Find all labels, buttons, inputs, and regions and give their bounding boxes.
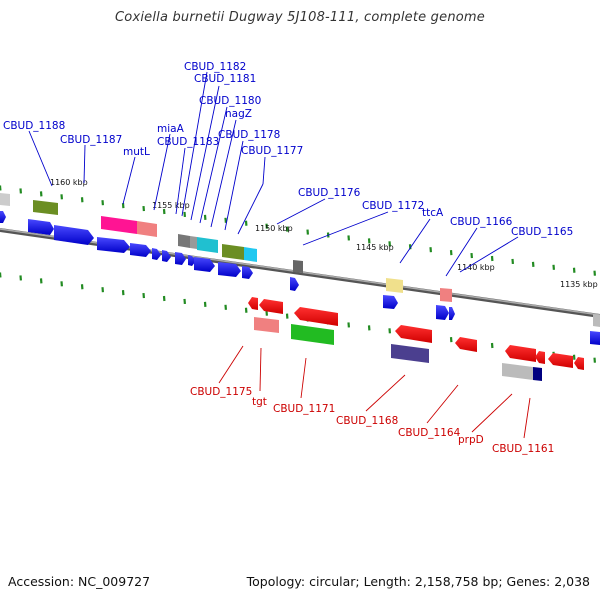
leader-lines-bottom (218, 345, 531, 439)
gene-arrow[interactable] (162, 250, 171, 262)
gene-box[interactable] (197, 237, 218, 253)
gene-arrow[interactable] (455, 337, 477, 352)
gene-box[interactable] (33, 200, 58, 215)
gene-arrow[interactable] (548, 353, 573, 368)
gene-label[interactable]: CBUD_1176 (298, 187, 361, 199)
gene-label[interactable]: ttcA (422, 207, 444, 219)
gene-box[interactable] (254, 317, 279, 333)
gene-arrow[interactable] (449, 307, 455, 320)
gene-label[interactable]: CBUD_1171 (273, 403, 335, 415)
tick-row-upper (0, 185, 596, 276)
gene-label[interactable]: CBUD_1180 (199, 95, 261, 107)
gene-box[interactable] (593, 314, 600, 327)
gene-label[interactable]: CBUD_1168 (336, 415, 398, 427)
gene-label[interactable]: CBUD_1182 (184, 61, 246, 73)
gene-labels-top: CBUD_1188 CBUD_1187 mutL miaA CBUD_1183 … (3, 61, 573, 238)
scale-label: 1155 kbp (152, 201, 190, 210)
gene-box[interactable] (386, 278, 403, 293)
gene-arrow[interactable] (218, 262, 241, 277)
gene-label[interactable]: CBUD_1178 (218, 129, 280, 141)
gene-label[interactable]: miaA (157, 123, 185, 135)
gene-box[interactable] (222, 244, 244, 260)
gene-arrow[interactable] (574, 357, 584, 370)
gene-arrow[interactable] (535, 351, 545, 364)
gene-label[interactable]: CBUD_1183 (157, 136, 219, 148)
gene-arrow[interactable] (294, 307, 338, 326)
gene-label[interactable]: CBUD_1187 (60, 134, 122, 146)
gene-box[interactable] (440, 288, 452, 302)
reverse-strand-genes (248, 297, 584, 381)
gene-box[interactable] (190, 236, 197, 249)
gene-box[interactable] (533, 367, 542, 381)
gene-box[interactable] (291, 324, 334, 345)
gene-label[interactable]: CBUD_1165 (511, 226, 573, 238)
gene-arrow[interactable] (505, 345, 536, 362)
gene-label[interactable]: CBUD_1164 (398, 427, 461, 439)
gene-box[interactable] (137, 221, 157, 237)
scale-label: 1135 kbp (560, 280, 598, 289)
gene-arrow[interactable] (194, 257, 215, 272)
gene-box[interactable] (502, 363, 533, 380)
scale-label: 1160 kbp (50, 178, 88, 187)
gene-arrow[interactable] (248, 297, 258, 310)
gene-label[interactable]: CBUD_1181 (194, 73, 256, 85)
gene-label[interactable]: mutL (123, 146, 150, 158)
scale-labels: 1160 kbp 1155 kbp 1150 kbp 1145 kbp 1140… (50, 178, 598, 289)
gene-box[interactable] (0, 193, 10, 206)
genome-stats-text: Topology: circular; Length: 2,158,758 bp… (246, 574, 590, 589)
gene-label[interactable]: prpD (458, 434, 484, 446)
gene-arrow[interactable] (152, 248, 161, 260)
gene-arrow[interactable] (259, 299, 283, 314)
gene-arrow[interactable] (395, 325, 432, 343)
gene-box[interactable] (391, 344, 429, 363)
gene-box[interactable] (178, 234, 190, 248)
gene-arrow[interactable] (436, 305, 449, 320)
gene-arrow[interactable] (590, 331, 600, 345)
gene-label[interactable]: nagZ (225, 108, 252, 120)
scale-label: 1145 kbp (356, 243, 394, 252)
map-title: Coxiella burnetii Dugway 5J108-111, comp… (115, 10, 485, 25)
gene-arrow[interactable] (0, 211, 6, 223)
gene-label[interactable]: CBUD_1161 (492, 443, 554, 455)
gene-arrow[interactable] (242, 266, 253, 279)
scale-label: 1150 kbp (255, 224, 293, 233)
gene-arrow[interactable] (54, 225, 94, 245)
forward-strand-genes (0, 193, 600, 345)
leader-lines-top (28, 71, 519, 277)
gene-box[interactable] (293, 260, 303, 273)
gene-arrow[interactable] (130, 243, 151, 257)
accession-text: Accession: NC_009727 (8, 574, 151, 589)
gene-label[interactable]: CBUD_1177 (241, 145, 303, 157)
gene-label[interactable]: CBUD_1188 (3, 120, 65, 132)
gene-labels-bottom: CBUD_1175 tgt CBUD_1171 CBUD_1168 CBUD_1… (190, 386, 554, 455)
gene-label[interactable]: CBUD_1166 (450, 216, 513, 228)
gene-box[interactable] (101, 216, 137, 234)
gene-arrow[interactable] (290, 277, 299, 291)
gene-label[interactable]: tgt (252, 396, 267, 408)
gene-arrow[interactable] (383, 295, 398, 309)
gene-label[interactable]: CBUD_1175 (190, 386, 252, 398)
gene-label[interactable]: CBUD_1172 (362, 200, 424, 212)
gene-arrow[interactable] (28, 219, 54, 235)
gene-arrow[interactable] (175, 252, 186, 265)
gene-box[interactable] (244, 247, 257, 262)
gene-arrow[interactable] (97, 237, 130, 253)
scale-label: 1140 kbp (457, 263, 495, 272)
